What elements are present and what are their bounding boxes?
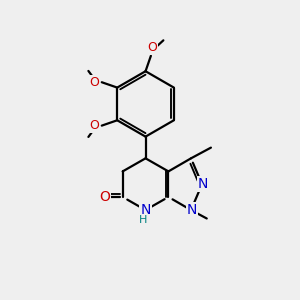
Text: O: O <box>99 190 110 204</box>
Text: N: N <box>187 203 197 217</box>
Text: O: O <box>89 119 99 132</box>
Text: O: O <box>147 41 157 54</box>
Text: H: H <box>138 214 147 224</box>
Text: N: N <box>198 177 208 191</box>
Text: O: O <box>89 76 99 89</box>
Text: N: N <box>140 203 151 217</box>
